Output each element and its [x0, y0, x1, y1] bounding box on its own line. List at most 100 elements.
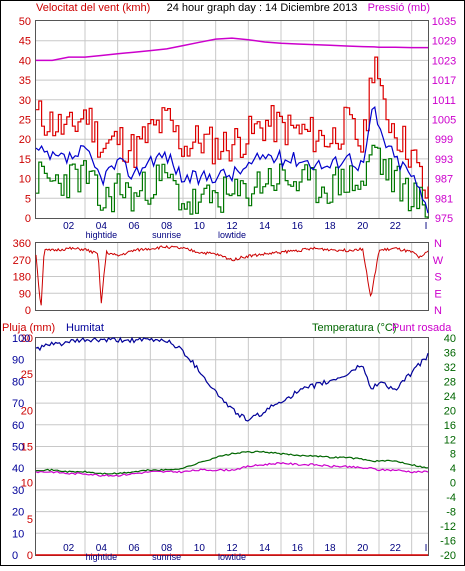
compass-tick-label: E: [434, 288, 441, 300]
wind-tick-label: 0: [25, 213, 31, 225]
humidity-tick-label: 100: [12, 333, 30, 345]
temperature-line: [35, 450, 429, 475]
direction-tick-label: 0: [25, 305, 31, 317]
humidity-tick-label: 60: [12, 420, 24, 432]
wind-direction-line: [35, 245, 429, 306]
x-tick-label: 06: [128, 221, 140, 232]
wind-tick-label: 15: [19, 154, 31, 166]
temperature-tick-label: 36: [444, 347, 456, 359]
x-tick-label: 12: [226, 543, 238, 554]
x-marker-label: hightide: [86, 552, 118, 562]
pressure-tick-label: 1023: [432, 55, 456, 67]
wind-tick-label: 25: [19, 115, 31, 127]
compass-tick-label: W: [433, 255, 444, 267]
wind-tick-label: 10: [19, 174, 31, 186]
rain-tick-label: 20: [21, 405, 33, 417]
wind-tick-label: 20: [19, 134, 31, 146]
humidity-tick-label: 40: [12, 463, 24, 475]
compass-tick-label: N: [434, 238, 442, 250]
x-tick-label: 10: [194, 221, 206, 232]
x-tick-label: 16: [292, 221, 304, 232]
temperature-tick-label: 0: [450, 478, 456, 490]
x-marker-label: sunrise: [152, 230, 181, 240]
humidity-axis-label: Humitat: [66, 322, 104, 334]
rain-tick-label: 0: [27, 550, 33, 562]
x-tick-label: 18: [324, 221, 336, 232]
temperature-tick-label: 24: [444, 391, 456, 403]
x-marker-label: hightide: [86, 230, 118, 240]
rain-tick-label: 10: [21, 478, 33, 490]
x-tick-label: 14: [259, 221, 271, 232]
pressure-tick-label: 1005: [432, 115, 456, 127]
temperature-tick-label: -12: [440, 521, 456, 533]
humidity-tick-label: 10: [12, 528, 24, 540]
temperature-tick-label: -8: [446, 507, 456, 519]
x-tick-label: 06: [128, 543, 140, 554]
temperature-tick-label: -16: [440, 536, 456, 548]
temperature-tick-label: 4: [450, 463, 456, 475]
wind-tick-label: 45: [19, 36, 31, 48]
x-tick-label: 02: [63, 543, 75, 554]
temperature-tick-label: 16: [444, 420, 456, 432]
humidity-tick-label: 20: [12, 507, 24, 519]
pressure-tick-label: 1011: [432, 95, 456, 107]
x-tick-label: 04: [96, 543, 108, 554]
wind-tick-label: 35: [19, 75, 31, 87]
rain-tick-label: 30: [21, 333, 33, 345]
x-tick-label: 20: [357, 221, 369, 232]
compass-tick-label: N: [434, 305, 442, 317]
x-tick-label: 14: [259, 543, 271, 554]
humidity-tick-label: 50: [12, 442, 24, 454]
temperature-tick-label: 8: [450, 449, 456, 461]
x-tick-label: 04: [96, 221, 108, 232]
rain-axis-label: Pluja (mm): [2, 322, 55, 334]
humidity-line: [35, 336, 429, 422]
direction-tick-label: 270: [13, 255, 31, 267]
wind-low-line: [36, 144, 429, 218]
temperature-tick-label: 28: [444, 376, 456, 388]
wind-gust-line: [36, 56, 429, 199]
temperature-tick-label: -4: [446, 492, 456, 504]
pressure-axis-label: Pressió (mb): [368, 2, 430, 14]
pressure-tick-label: 975: [435, 213, 453, 225]
temperature-tick-label: 20: [444, 405, 456, 417]
rain-tick-label: 15: [21, 442, 33, 454]
humidity-tick-label: 80: [12, 376, 24, 388]
wind-avg-line: [35, 105, 429, 214]
x-tick-label: I: [425, 221, 428, 232]
x-tick-label: 16: [292, 543, 304, 554]
pressure-tick-label: 1017: [432, 75, 456, 87]
pressure-tick-label: 993: [435, 154, 453, 166]
x-tick-label: 08: [161, 543, 173, 554]
humidity-tick-label: 0: [12, 550, 18, 562]
x-marker-label: lowtide: [218, 552, 246, 562]
x-tick-label: 22: [390, 221, 402, 232]
humidity-tick-label: 90: [12, 355, 24, 367]
humidity-tick-label: 30: [12, 485, 24, 497]
wind-tick-label: 30: [19, 95, 31, 107]
x-tick-label: 10: [194, 543, 206, 554]
wind-tick-label: 40: [19, 55, 31, 67]
x-marker-label: lowtide: [218, 230, 246, 240]
x-tick-label: 22: [390, 543, 402, 554]
pressure-tick-label: 981: [435, 193, 453, 205]
wind-axis-label: Velocitat del vent (kmh): [36, 2, 150, 14]
direction-tick-label: 90: [19, 288, 31, 300]
temperature-axis-label: Temperatura (°C): [312, 322, 396, 334]
direction-tick-label: 180: [13, 272, 31, 284]
x-tick-label: 02: [63, 221, 75, 232]
x-tick-label: 20: [357, 543, 369, 554]
pressure-tick-label: 1035: [432, 16, 456, 28]
direction-tick-label: 360: [13, 238, 31, 250]
temperature-tick-label: -20: [440, 550, 456, 562]
x-tick-label: I: [425, 543, 428, 554]
dewpoint-line: [35, 461, 429, 477]
temperature-tick-label: 12: [444, 434, 456, 446]
compass-tick-label: S: [434, 272, 441, 284]
rain-tick-label: 25: [21, 369, 33, 381]
x-marker-label: sunrise: [152, 552, 181, 562]
dewpoint-axis-label: Punt rosada: [392, 322, 452, 334]
pressure-tick-label: 987: [435, 174, 453, 186]
